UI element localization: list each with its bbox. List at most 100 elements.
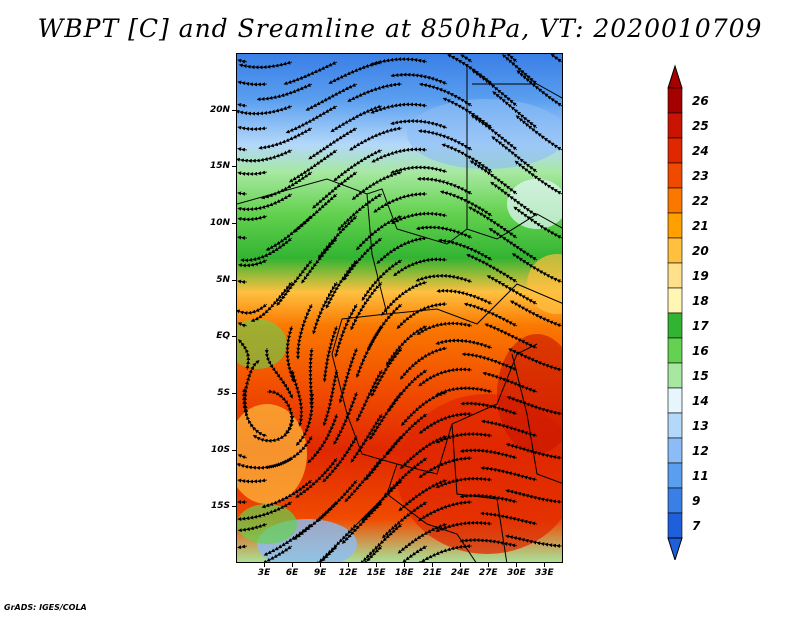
- lon-tick-label: 9E: [313, 568, 327, 578]
- lon-tick-mark: [320, 563, 322, 567]
- colorbar-swatch: [667, 87, 683, 114]
- lat-tick-label: 20N: [209, 104, 230, 115]
- streamline: [516, 70, 562, 107]
- streamline: [256, 83, 313, 102]
- lat-tick-mark: [232, 109, 236, 111]
- lon-tick-label: 15E: [366, 568, 386, 578]
- streamline: [390, 118, 448, 130]
- streamline: [486, 275, 538, 305]
- colorbar-label: 25: [692, 118, 709, 133]
- streamlines: [237, 54, 562, 562]
- colorbar-label: 22: [692, 193, 709, 208]
- streamline: [480, 466, 538, 482]
- streamline: [415, 273, 473, 284]
- streamline: [390, 165, 448, 174]
- streamline: [237, 303, 268, 316]
- colorbar-swatch: [667, 312, 683, 339]
- lon-tick-label: 30E: [506, 568, 526, 578]
- lat-tick-label: 10N: [209, 218, 230, 228]
- lon-tick-label: 18E: [394, 568, 414, 578]
- streamline: [250, 281, 293, 322]
- streamline: [338, 347, 359, 404]
- streamline: [237, 259, 268, 268]
- lat-tick-label: EQ: [216, 331, 230, 342]
- streamline: [463, 302, 518, 327]
- streamline: [511, 253, 562, 284]
- streamline: [370, 102, 428, 114]
- streamline: [513, 206, 562, 239]
- borders: [237, 64, 562, 562]
- colorbar-label: 24: [692, 143, 709, 158]
- streamline: [515, 115, 562, 151]
- map-panel[interactable]: [236, 53, 563, 563]
- lat-tick-label: 10S: [210, 444, 230, 455]
- streamline: [505, 489, 562, 504]
- streamline: [318, 545, 338, 562]
- streamline: [296, 303, 313, 360]
- streamline: [390, 72, 448, 86]
- lon-tick-mark: [460, 563, 462, 567]
- streamline: [334, 303, 358, 358]
- streamline: [262, 545, 293, 562]
- colorbar-label: 11: [692, 468, 709, 483]
- colorbar-label: 15: [692, 368, 709, 383]
- lon-tick-mark: [292, 563, 294, 567]
- streamline: [241, 388, 268, 438]
- colorbar-label: 18: [692, 293, 709, 308]
- streamline: [237, 279, 248, 285]
- streamline: [393, 257, 448, 277]
- lat-tick-label: 5S: [217, 388, 230, 398]
- colorbar-swatch: [667, 512, 683, 539]
- lon-tick-mark: [544, 563, 546, 567]
- streamline: [371, 147, 428, 163]
- streamline: [237, 544, 248, 550]
- lat-tick-label: 15N: [209, 161, 230, 172]
- lat-tick-mark: [232, 336, 236, 338]
- lon-tick-label: 27E: [478, 568, 498, 578]
- streamline: [356, 325, 383, 378]
- lat-tick-label: 15S: [210, 501, 230, 512]
- colorbar-label: 17: [692, 318, 709, 333]
- colorbar-swatch: [667, 212, 683, 239]
- colorbar-label: 12: [692, 443, 709, 458]
- lat-tick-mark: [232, 449, 236, 451]
- colorbar-below-arrow: [667, 537, 683, 560]
- colorbar-swatch: [667, 287, 683, 314]
- streamline: [349, 126, 403, 151]
- streamline: [436, 288, 493, 305]
- streamline: [237, 501, 293, 521]
- map-canvas: [237, 54, 562, 562]
- colorbar-swatch: [667, 112, 683, 139]
- streamline: [322, 325, 339, 383]
- colorbar-swatch: [667, 462, 683, 489]
- streamline: [550, 54, 562, 63]
- streamline: [506, 396, 562, 416]
- colorbar-above-arrow: [667, 64, 683, 89]
- lon-tick-mark: [348, 563, 350, 567]
- streamline: [391, 211, 448, 224]
- streamline: [312, 281, 338, 335]
- streamline: [484, 323, 538, 350]
- lat-tick-mark: [232, 223, 236, 224]
- streamline: [356, 369, 383, 423]
- streamline: [480, 511, 538, 526]
- lon-tick-mark: [264, 563, 266, 567]
- colorbar-label: 9: [692, 493, 701, 508]
- colorbar-label: 23: [692, 168, 709, 183]
- streamline: [505, 443, 562, 460]
- streamline: [237, 149, 293, 163]
- colorbar-label: 13: [692, 418, 709, 433]
- lat-tick-mark: [232, 166, 236, 168]
- streamline: [505, 534, 562, 548]
- colorbar-label: 20: [692, 243, 709, 258]
- colorbar-label: 21: [692, 218, 709, 233]
- colorbar-swatch: [667, 337, 683, 364]
- map-title: WBPT [C] and Sreamline at 850hPa, VT: 20…: [37, 14, 763, 43]
- streamline: [509, 300, 562, 328]
- lon-tick-label: 21E: [422, 568, 442, 578]
- colorbar-swatch: [667, 262, 683, 289]
- lon-tick-mark: [432, 563, 434, 567]
- lat-tick-mark: [232, 506, 236, 508]
- streamline: [514, 160, 562, 195]
- streamline: [482, 371, 538, 394]
